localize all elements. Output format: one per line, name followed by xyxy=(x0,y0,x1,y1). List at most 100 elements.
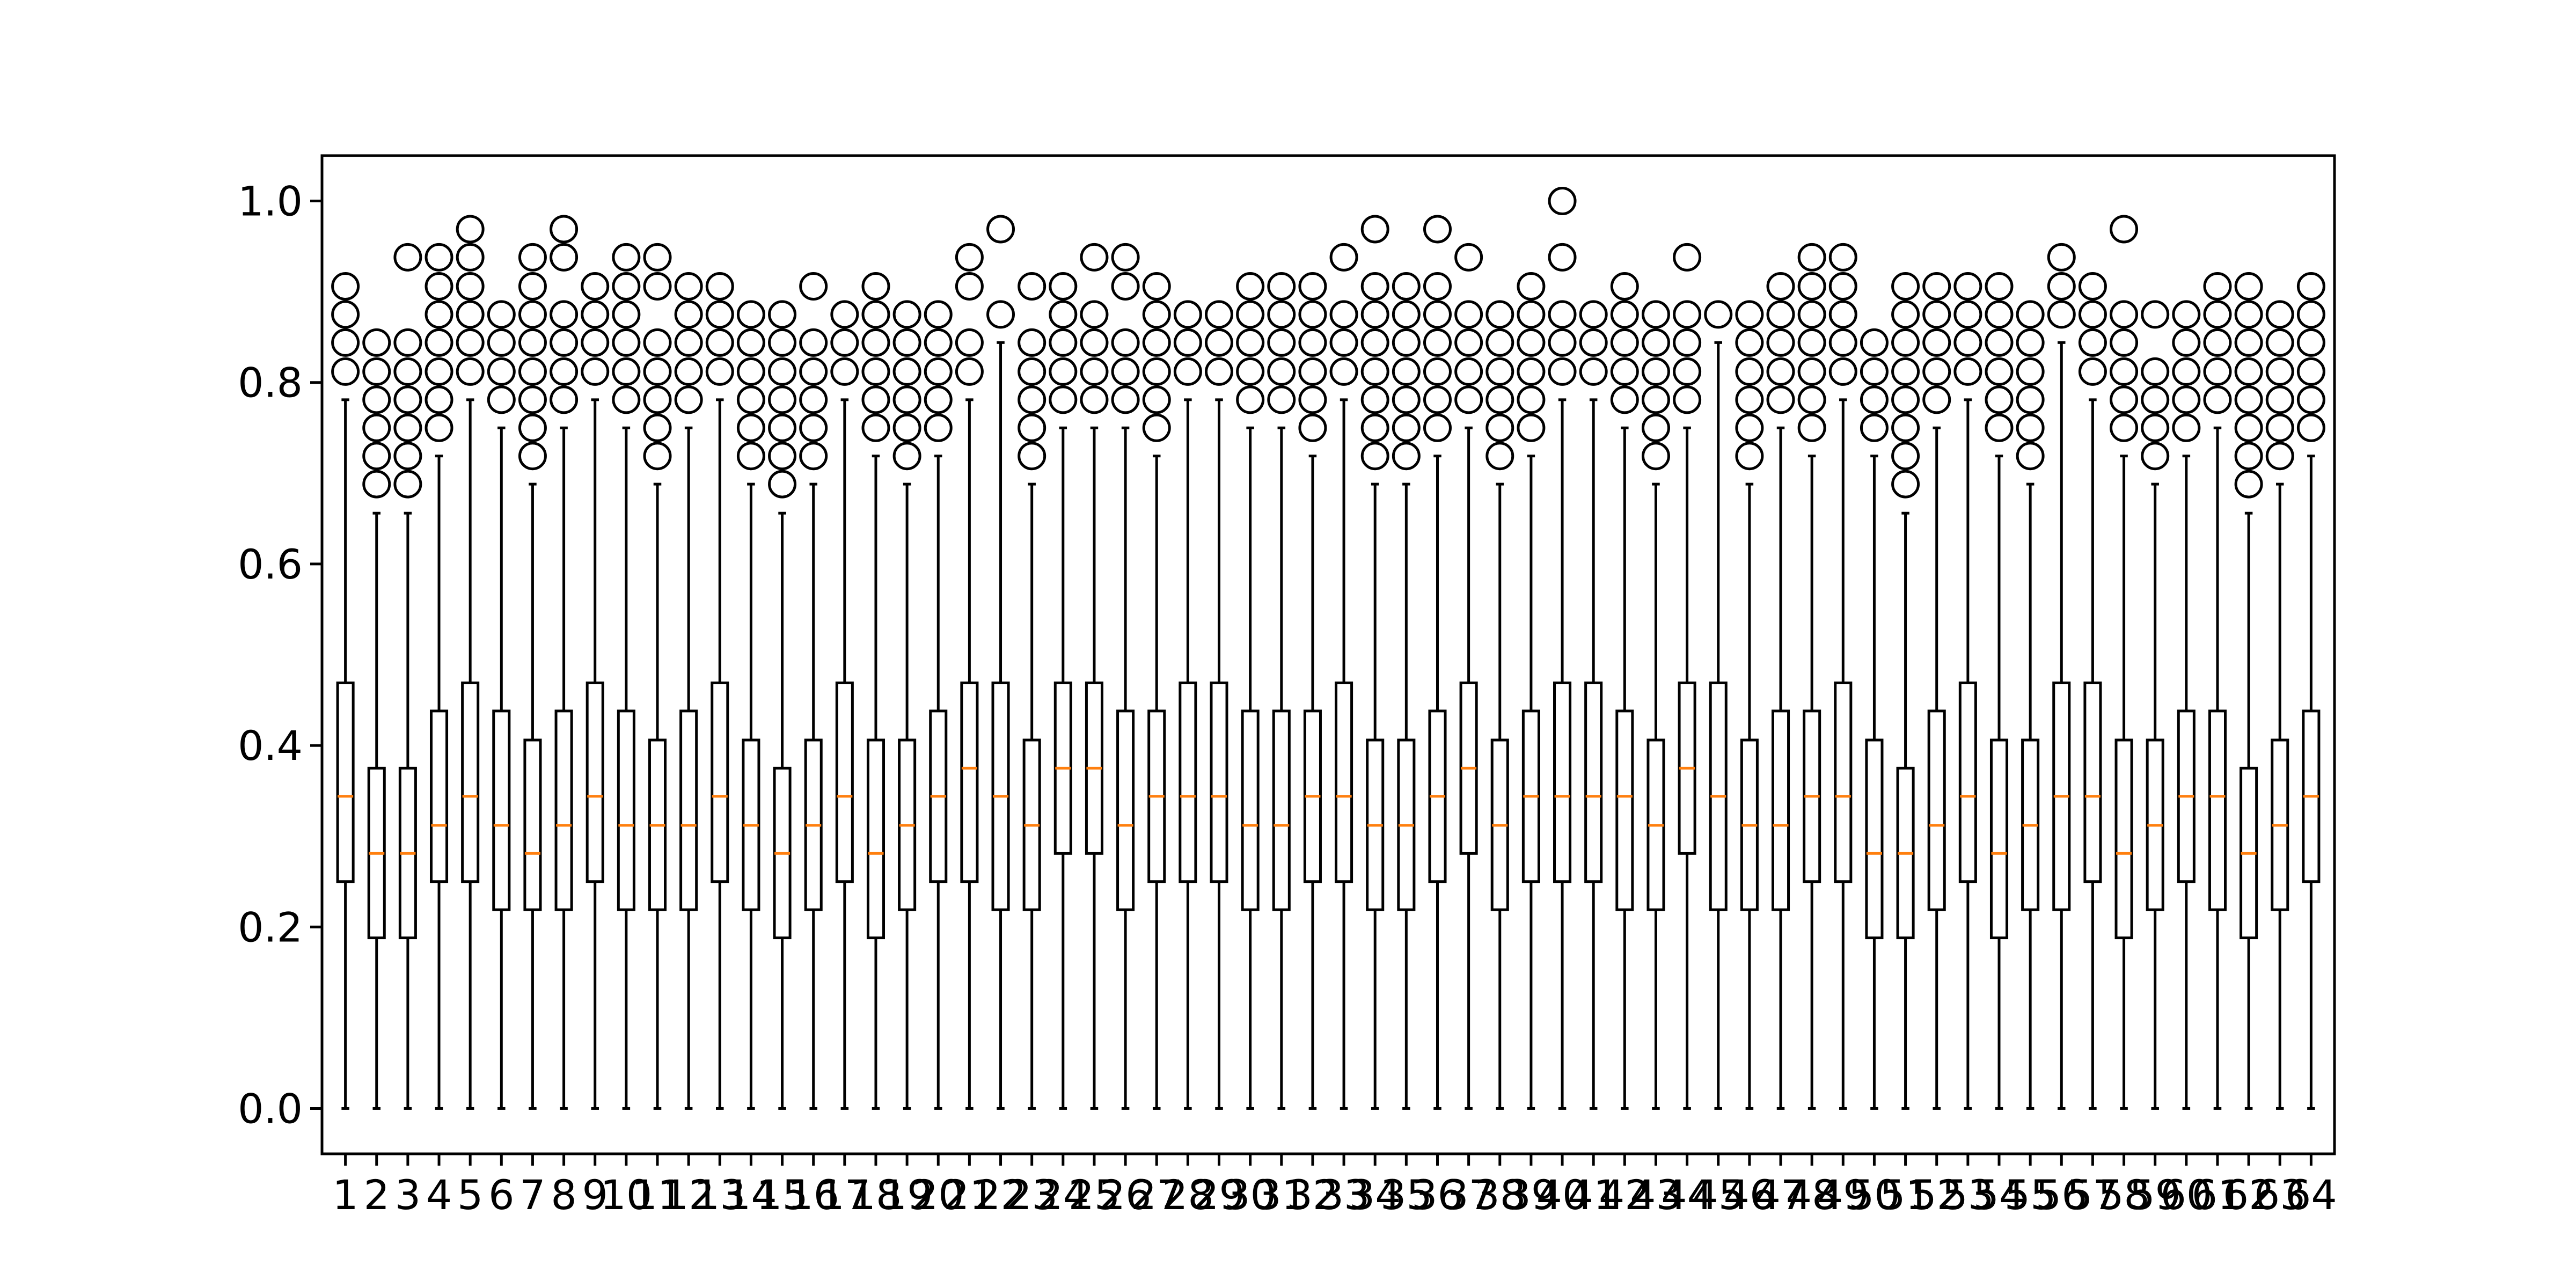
x-tick-label: 43 xyxy=(1630,1171,1682,1219)
flier-point xyxy=(393,385,422,414)
flier-point xyxy=(768,470,797,499)
flier-point xyxy=(799,385,828,414)
box-12 xyxy=(674,272,703,1110)
flier-point xyxy=(1922,328,1951,357)
flier-point xyxy=(2172,413,2201,442)
x-tick-label: 13 xyxy=(694,1171,746,1219)
flier-point xyxy=(1423,215,1452,244)
y-tick-label: 0.8 xyxy=(238,359,303,407)
flier-point xyxy=(2234,470,2263,499)
flier-point xyxy=(924,328,953,357)
flier-point xyxy=(2296,328,2325,357)
box-56 xyxy=(2047,243,2076,1110)
flier-point xyxy=(1860,357,1889,386)
flier-point xyxy=(1922,357,1951,386)
flier-point xyxy=(456,328,485,357)
flier-point xyxy=(1517,328,1546,357)
flier-point xyxy=(487,300,516,329)
flier-point xyxy=(1641,385,1670,414)
flier-point xyxy=(550,300,579,329)
flier-point xyxy=(1891,442,1920,471)
flier-point xyxy=(1860,413,1889,442)
x-tick-label: 12 xyxy=(663,1171,715,1219)
flier-point xyxy=(1360,328,1389,357)
flier-point xyxy=(799,272,828,301)
flier-point xyxy=(1049,300,1078,329)
flier-point xyxy=(799,413,828,442)
flier-point xyxy=(1142,357,1171,386)
x-tick-label: 39 xyxy=(1505,1171,1557,1219)
flier-point xyxy=(1766,385,1795,414)
x-tick-label: 20 xyxy=(912,1171,964,1219)
flier-point xyxy=(1485,357,1514,386)
flier-point xyxy=(2016,328,2045,357)
flier-point xyxy=(2141,300,2170,329)
x-tick-label: 55 xyxy=(2004,1171,2057,1219)
flier-point xyxy=(581,328,610,357)
box-iqr xyxy=(1771,709,1790,911)
flier-point xyxy=(487,357,516,386)
box-17 xyxy=(830,300,859,1110)
box-35 xyxy=(1392,272,1421,1110)
box-5 xyxy=(456,215,485,1110)
flier-point xyxy=(456,272,485,301)
flier-point xyxy=(518,300,547,329)
box-55 xyxy=(2016,300,2045,1110)
box-iqr xyxy=(1335,681,1353,883)
x-tick-label: 18 xyxy=(850,1171,902,1219)
box-43 xyxy=(1641,300,1670,1110)
flier-point xyxy=(1018,442,1046,471)
flier-point xyxy=(612,300,641,329)
flier-point xyxy=(518,328,547,357)
box-6 xyxy=(487,300,516,1110)
flier-point xyxy=(1049,272,1078,301)
flier-point xyxy=(518,272,547,301)
flier-point xyxy=(1111,328,1140,357)
flier-point xyxy=(331,328,360,357)
x-tick-label: 26 xyxy=(1100,1171,1152,1219)
flier-point xyxy=(1360,385,1389,414)
box-iqr xyxy=(1272,709,1291,911)
flier-point xyxy=(612,243,641,272)
flier-point xyxy=(1766,328,1795,357)
x-tick-label: 62 xyxy=(2223,1171,2275,1219)
flier-point xyxy=(362,357,391,386)
box-45 xyxy=(1704,300,1733,1110)
x-tick-label: 50 xyxy=(1848,1171,1900,1219)
box-iqr xyxy=(835,681,854,883)
flier-point xyxy=(2110,328,2139,357)
box-iqr xyxy=(429,709,449,883)
flier-point xyxy=(1423,300,1452,329)
flier-point xyxy=(362,385,391,414)
flier-point xyxy=(1610,272,1639,301)
flier-point xyxy=(2110,300,2139,329)
flier-point xyxy=(768,385,797,414)
flier-point xyxy=(1953,357,1982,386)
flier-point xyxy=(705,272,734,301)
flier-point xyxy=(1797,328,1826,357)
flier-point xyxy=(1423,272,1452,301)
flier-point xyxy=(1735,442,1764,471)
flier-point xyxy=(1673,328,1702,357)
flier-point xyxy=(1329,243,1358,272)
x-tick-label: 61 xyxy=(2192,1171,2244,1219)
box-8 xyxy=(550,215,579,1110)
flier-point xyxy=(1766,272,1795,301)
flier-point xyxy=(1953,300,1982,329)
box-iqr xyxy=(960,681,979,883)
box-iqr xyxy=(1179,681,1197,883)
flier-point xyxy=(2234,300,2263,329)
box-64 xyxy=(2296,272,2325,1110)
flier-point xyxy=(736,300,765,329)
flier-point xyxy=(2265,442,2294,471)
flier-point xyxy=(1392,442,1421,471)
flier-point xyxy=(2234,385,2263,414)
x-tick-label: 4 xyxy=(426,1171,452,1219)
flier-point xyxy=(1797,385,1826,414)
x-tick-label: 42 xyxy=(1599,1171,1651,1219)
flier-point xyxy=(1142,413,1171,442)
flier-point xyxy=(2141,357,2170,386)
flier-point xyxy=(1641,442,1670,471)
flier-point xyxy=(1392,385,1421,414)
flier-point xyxy=(1641,328,1670,357)
